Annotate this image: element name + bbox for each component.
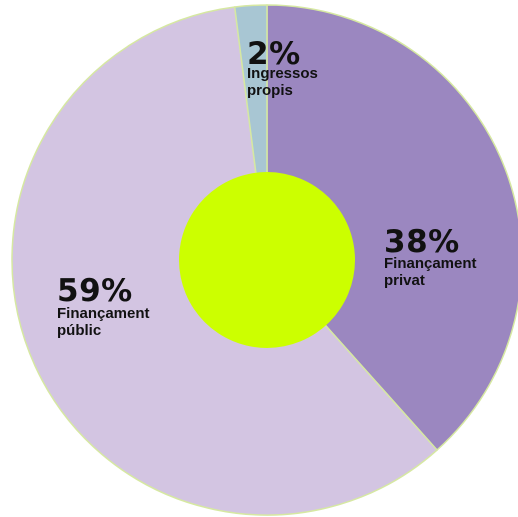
slice-value-privat: 38% [384, 224, 460, 260]
slice-name-privat-line2: privat [384, 272, 425, 289]
slice-name-public-line2: públic [57, 322, 101, 339]
pie-slice-finan-ament-privat [266, 4, 518, 452]
slice-label-propis: 2% Ingressos propis [247, 36, 318, 99]
slice-value-public: 59% [57, 273, 133, 309]
slice-name-public-line1: Finançament [57, 305, 150, 322]
slice-name-propis-line2: propis [247, 82, 293, 99]
slice-label-public: 59% Finançament públic [57, 273, 150, 339]
slice-label-privat: 38% Finançament privat [384, 224, 477, 289]
slice-name-propis-line1: Ingressos [247, 65, 318, 82]
slice-value-propis: 2% [247, 36, 301, 72]
center-circle [179, 172, 355, 348]
slice-name-privat-line1: Finançament [384, 255, 477, 272]
